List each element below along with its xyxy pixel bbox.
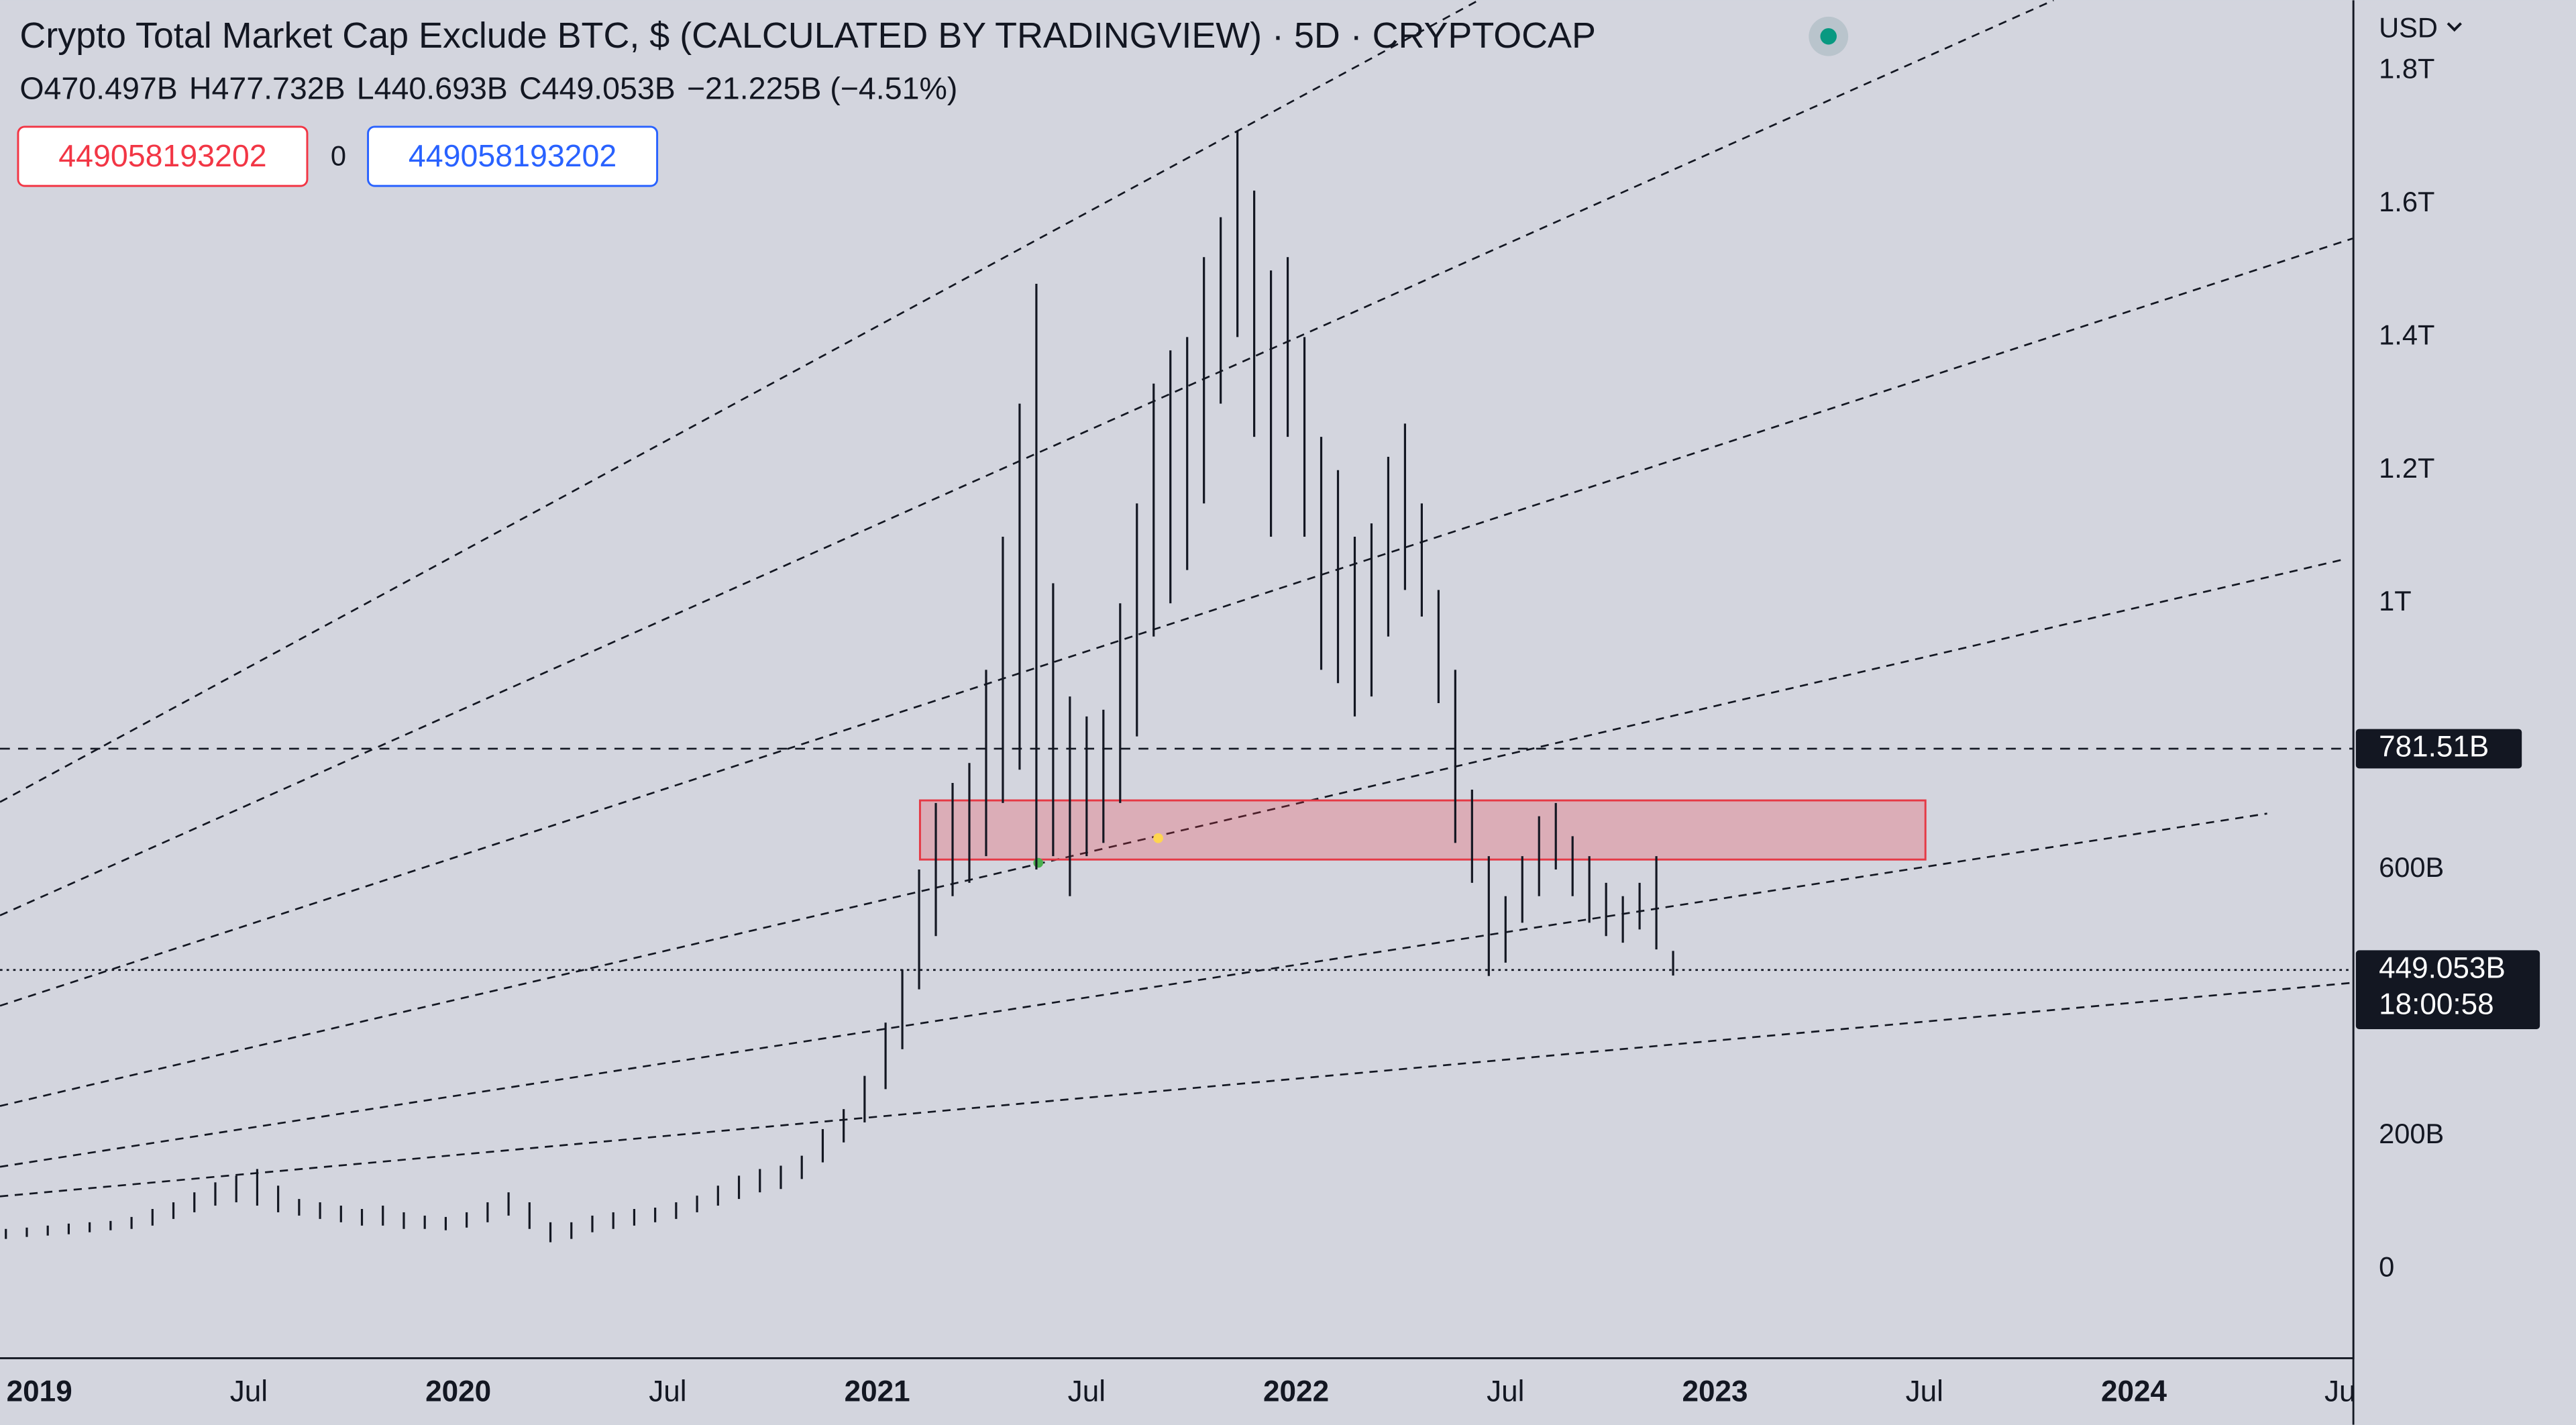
x-tick-label: Jul	[1068, 1375, 1106, 1408]
sell-price[interactable]: 449058193202	[58, 138, 266, 173]
x-tick-label: 2021	[845, 1375, 910, 1408]
x-tick-label: 2020	[425, 1375, 491, 1408]
marker-dot	[1153, 833, 1163, 843]
x-tick-label: 2019	[7, 1375, 72, 1408]
y-tick-label: 1.6T	[2379, 186, 2434, 217]
y-tick-label: 0	[2379, 1251, 2394, 1282]
price-label-box	[2355, 729, 2522, 769]
buy-price[interactable]: 449058193202	[409, 138, 616, 173]
y-tick-label: 200B	[2379, 1118, 2444, 1149]
price-label: 781.51B	[2379, 731, 2489, 763]
legend-value: H477.732B	[189, 70, 345, 105]
y-tick-label: 1.4T	[2379, 319, 2434, 350]
trend-line	[0, 982, 2353, 1198]
x-tick-label: 2024	[2101, 1375, 2167, 1408]
status-dot	[1820, 28, 1837, 45]
axes: 0 200B 600B 1T 1.2T 1.4T 1.6T 1.8T 2019 Jul 2020 Ju…	[7, 53, 2576, 1425]
currency-selector[interactable]: USD	[2379, 11, 2438, 43]
price-label-box	[2355, 950, 2540, 1029]
legend-value: −21.225B (−4.51%)	[687, 70, 957, 105]
trend-line	[0, 0, 2054, 916]
price-label: 449.053B	[2379, 951, 2506, 984]
x-tick-label: 2022	[1263, 1375, 1329, 1408]
legend-value: O470.497B	[19, 70, 177, 105]
y-tick-label: 1T	[2379, 585, 2412, 617]
legend-value: C449.053B	[519, 70, 676, 105]
bar-countdown: 18:00:58	[2379, 988, 2494, 1020]
x-tick-label: Jul	[230, 1375, 268, 1408]
y-tick-label: 600B	[2379, 851, 2444, 883]
x-tick-label: Jul	[649, 1375, 686, 1408]
axis-mask	[2354, 1359, 2576, 1425]
dropdown-icon[interactable]	[2447, 22, 2462, 32]
chart-title: Crypto Total Market Cap Exclude BTC, $ (…	[19, 15, 1596, 56]
trend-line	[0, 237, 2353, 1007]
y-tick-label: 1.8T	[2379, 53, 2434, 85]
y-tick-label: 1.2T	[2379, 452, 2434, 484]
x-tick-label: 2023	[1682, 1375, 1748, 1408]
marker-dot	[1033, 857, 1044, 868]
plot-area	[0, 0, 2353, 1243]
legend-value: L440.693B	[357, 70, 508, 105]
spread: 0	[331, 140, 346, 171]
buy-button[interactable]	[367, 125, 659, 187]
x-tick-label: Jul	[1906, 1375, 1943, 1408]
x-tick-label: Jul	[1487, 1375, 1524, 1408]
ohlc-legend: O470.497B H477.732B L440.693B C449.053B −21.…	[19, 70, 957, 105]
trend-line	[0, 812, 2267, 1168]
trend-line	[0, 558, 2347, 1107]
sell-button[interactable]	[17, 125, 309, 187]
